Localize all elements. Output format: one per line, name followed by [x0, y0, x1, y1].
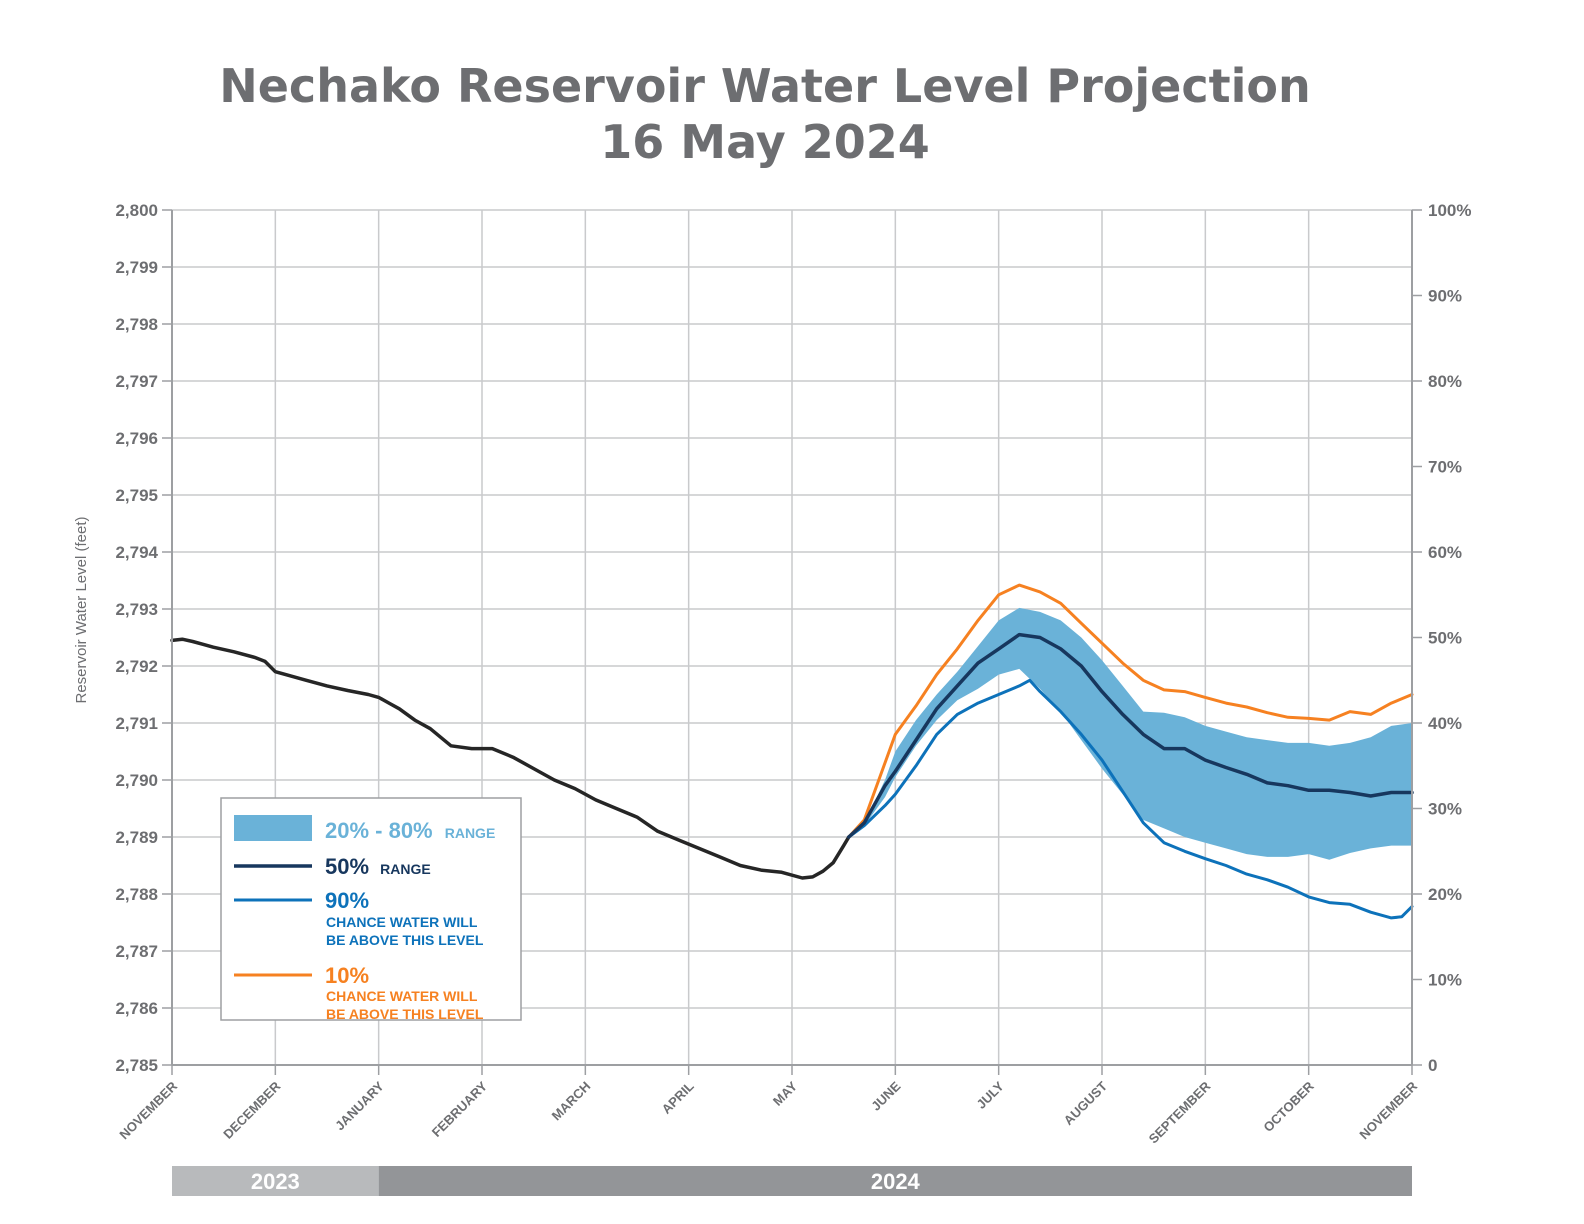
y2-tick-label: 0 — [1428, 1056, 1437, 1075]
y2-tick-label: 40% — [1428, 714, 1462, 733]
y-tick-label: 2,793 — [115, 600, 158, 619]
year-bar-segment — [378, 1166, 1413, 1196]
y-tick-label: 2,787 — [115, 942, 158, 961]
legend-band-big: 20% - 80% — [325, 818, 433, 843]
y-tick-label: 2,800 — [115, 201, 158, 220]
x-tick-label: OCTOBER — [1260, 1078, 1317, 1135]
x-tick-label: DECEMBER — [220, 1078, 284, 1142]
y2-tick-label: 50% — [1428, 629, 1462, 648]
chart-title-line2: 16 May 2024 — [600, 115, 929, 169]
y-tick-label: 2,791 — [115, 714, 158, 733]
legend: 20% - 80% RANGE 50% RANGE 90% CHANCE WAT… — [220, 797, 522, 1022]
chart-title-line1: Nechako Reservoir Water Level Projection — [219, 59, 1311, 113]
y-tick-label: 2,798 — [115, 315, 158, 334]
x-tick-label: JULY — [974, 1078, 1007, 1111]
legend-p10-big: 10% — [325, 963, 369, 988]
series-line-p50 — [847, 632, 1414, 839]
x-tick-label: NOVEMBER — [116, 1078, 180, 1142]
series-line-p90 — [847, 678, 1414, 920]
legend-band-small: RANGE — [445, 825, 496, 841]
x-tick-label: APRIL — [659, 1078, 697, 1116]
legend-p90-line2: BE ABOVE THIS LEVEL — [326, 932, 484, 948]
y-tick-label: 2,794 — [115, 543, 158, 562]
legend-p90-big: 90% — [325, 888, 369, 913]
legend-swatch-band — [234, 815, 312, 841]
legend-p50-big: 50% — [325, 854, 369, 879]
y2-tick-label: 20% — [1428, 885, 1462, 904]
x-tick-label: MARCH — [549, 1079, 594, 1124]
y-tick-label: 2,792 — [115, 657, 158, 676]
x-tick-label: FEBRUARY — [429, 1078, 491, 1140]
y2-tick-label: 10% — [1428, 971, 1462, 990]
series-line-p10 — [847, 583, 1414, 839]
y-tick-label: 2,790 — [115, 771, 158, 790]
y-tick-label: 2,796 — [115, 429, 158, 448]
series-lines — [170, 583, 1414, 920]
x-tick-label: AUGUST — [1061, 1078, 1110, 1127]
series-line-observed — [170, 637, 851, 880]
y-tick-label: 2,795 — [115, 486, 158, 505]
legend-label-p50: 50% RANGE — [325, 854, 431, 879]
y-axis-label: Reservoir Water Level (feet) — [73, 516, 90, 703]
x-tick-label: JUNE — [868, 1078, 903, 1113]
y2-tick-label: 60% — [1428, 543, 1462, 562]
x-tick-label: SEPTEMBER — [1146, 1078, 1214, 1146]
legend-p90-line1: CHANCE WATER WILL — [326, 914, 478, 930]
year-bar-segment — [172, 1166, 379, 1196]
x-tick-label: JANUARY — [332, 1078, 387, 1133]
y-tick-label: 2,786 — [115, 999, 158, 1018]
legend-p10-line1: CHANCE WATER WILL — [326, 988, 478, 1004]
y-tick-label: 2,797 — [115, 372, 158, 391]
legend-p50-small: RANGE — [380, 861, 431, 877]
y2-tick-label: 70% — [1428, 458, 1462, 477]
y2-tick-label: 80% — [1428, 372, 1462, 391]
x-tick-label: NOVEMBER — [1356, 1078, 1420, 1142]
y-tick-label: 2,789 — [115, 828, 158, 847]
y2-tick-label: 30% — [1428, 800, 1462, 819]
year-bar: 2023 2024 — [172, 1166, 1413, 1196]
x-tick-label: MAY — [770, 1078, 800, 1108]
y-tick-label: 2,785 — [115, 1056, 158, 1075]
range-band-20-80 — [848, 607, 1412, 860]
year-label: 2024 — [871, 1169, 921, 1194]
legend-label-band: 20% - 80% RANGE — [325, 818, 495, 843]
y2-tick-label: 90% — [1428, 287, 1462, 306]
y-tick-label: 2,788 — [115, 885, 158, 904]
year-label: 2023 — [251, 1169, 300, 1194]
y2-tick-label: 100% — [1428, 201, 1471, 220]
legend-p10-line2: BE ABOVE THIS LEVEL — [326, 1006, 484, 1022]
range-band-area — [848, 607, 1412, 860]
y-tick-label: 2,799 — [115, 258, 158, 277]
